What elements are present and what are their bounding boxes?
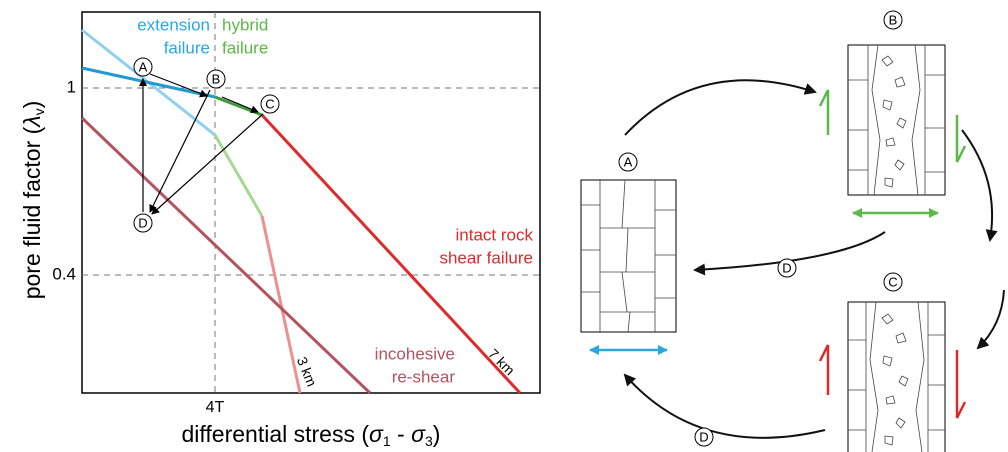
cycle-diagram: A B C D D: [580, 10, 1005, 452]
label-part: differential stress (: [182, 421, 370, 447]
reshear-curve: [80, 116, 372, 395]
cycle-arrow: [976, 289, 1005, 350]
label-part: λ: [19, 115, 45, 128]
path-arrow: [149, 73, 208, 98]
transition-label: D: [777, 258, 797, 278]
point-label: D: [138, 215, 147, 230]
shear-sense: [818, 89, 830, 135]
rock-box-b: [847, 44, 946, 196]
path-arrow: [221, 96, 259, 113]
shear-curve-deep: [260, 113, 522, 395]
shear-curve-shallow: [260, 215, 302, 394]
stage-text: C: [888, 274, 897, 289]
transition-text: D: [782, 260, 791, 275]
state-point: D: [133, 213, 153, 233]
label-part: σ: [411, 421, 426, 447]
label-part: ): [19, 101, 45, 109]
transition-label: D: [694, 427, 714, 447]
stage-text: B: [889, 12, 898, 27]
stage-label: C: [883, 272, 903, 292]
cycle-arrow: [961, 129, 998, 242]
shear-sense: [818, 344, 830, 395]
point-label: A: [139, 59, 148, 74]
extension-curve-deep: [81, 66, 216, 99]
y-axis-label: pore fluid factor (λv): [19, 101, 47, 300]
y-tick-label: 1: [67, 77, 76, 96]
annotation: hybrid: [222, 15, 268, 34]
label-part: σ: [369, 421, 384, 447]
y-tick-label: 0.4: [52, 264, 76, 283]
hybrid-curve-deep: [214, 95, 263, 117]
rock-box-c: [847, 301, 946, 452]
path-arrow: [151, 113, 264, 215]
plot-frame: [81, 11, 541, 394]
label-part: pore fluid factor (: [19, 126, 45, 299]
stage-label: B: [883, 10, 903, 30]
state-point: B: [206, 69, 226, 89]
shear-sense: [955, 115, 967, 163]
rock-box-a: [580, 179, 677, 333]
label-part: v: [31, 108, 47, 115]
state-point: C: [260, 94, 280, 114]
state-point: A: [133, 57, 153, 77]
label-part: ): [433, 421, 441, 447]
point-label: B: [212, 71, 221, 86]
transition-text: D: [699, 429, 708, 444]
label-part: 1: [383, 433, 391, 449]
annotation: shear failure: [439, 248, 533, 267]
annotation: failure: [164, 38, 210, 57]
plot: A B C D extension failure hybrid failure…: [19, 11, 541, 449]
label-part: -: [391, 421, 411, 447]
shear-sense: [955, 350, 967, 419]
stage-text: A: [624, 154, 633, 169]
annotation: extension: [137, 15, 210, 34]
hybrid-curve-shallow: [213, 134, 264, 217]
point-label: C: [265, 96, 274, 111]
cycle-arrow: [693, 231, 886, 276]
annotation: incohesive: [375, 344, 455, 363]
annotation: intact rock: [456, 225, 534, 244]
label-part: 3: [425, 433, 433, 449]
annotation: failure: [222, 38, 268, 57]
annotation: re-shear: [392, 367, 456, 386]
cycle-arrow: [624, 79, 817, 136]
stage-label: A: [618, 152, 638, 172]
x-tick-label: 4T: [206, 399, 225, 416]
x-axis-label: differential stress (σ1 - σ3): [182, 421, 441, 449]
cycle-arrow: [623, 373, 826, 439]
path-arrow: [149, 89, 211, 213]
